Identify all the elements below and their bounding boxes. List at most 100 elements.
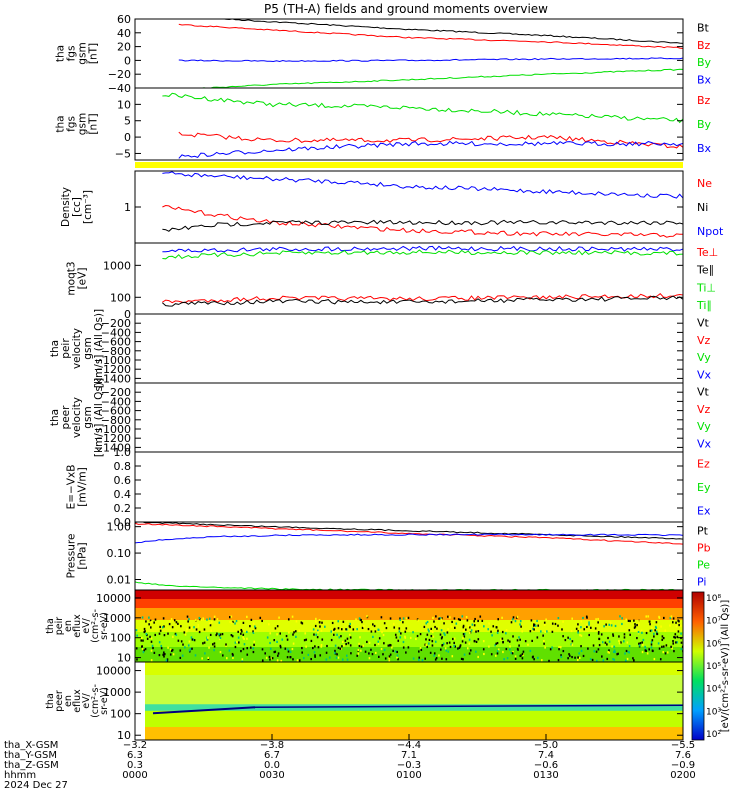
spectrogram-speck <box>466 647 469 650</box>
y-tick-label: 100 <box>110 632 131 645</box>
spectrogram-speck <box>160 647 163 650</box>
series-line-Ne <box>162 204 683 238</box>
spectrogram-speck <box>315 617 317 621</box>
spectrogram-speck <box>438 617 440 620</box>
spectrogram-speck <box>225 644 227 647</box>
spectrogram-speck <box>590 626 592 629</box>
series-line-Bz <box>178 23 683 49</box>
spectrogram-speck <box>541 659 543 662</box>
spectrogram-speck <box>186 628 188 631</box>
spectrogram-speck <box>597 648 600 651</box>
y-tick-label: −1200 <box>94 363 131 376</box>
spectrogram-speck <box>396 654 399 657</box>
spectrogram-speck <box>434 658 437 661</box>
spectrogram-speck <box>469 649 472 652</box>
x-axis-row-name: tha_X-GSM <box>4 740 58 751</box>
spectrogram-band <box>135 614 683 618</box>
spectrogram-speck <box>459 644 462 647</box>
spectrogram-speck <box>659 658 662 661</box>
spectrogram-speck <box>416 634 419 638</box>
spectrogram-speck <box>382 653 384 656</box>
spectrogram-speck <box>517 648 519 651</box>
spectrogram-speck <box>242 621 245 624</box>
spectrogram-speck <box>162 617 165 620</box>
y-axis-label-line: fgs <box>66 116 78 132</box>
legend-entry: Bt <box>697 22 710 35</box>
spectrogram-speck <box>494 644 496 647</box>
spectrogram-speck <box>496 652 499 655</box>
spectrogram-speck <box>142 651 145 654</box>
spectrogram-speck <box>318 619 321 622</box>
spectrogram-speck <box>655 630 658 633</box>
spectrogram-speck <box>608 649 610 652</box>
spectrogram-band <box>135 635 683 639</box>
spectrogram-speck <box>521 657 524 660</box>
spectrogram-speck <box>392 622 395 626</box>
spectrogram-speck <box>405 627 408 630</box>
spectrogram-speck <box>649 623 651 626</box>
series-line-Ti∥ <box>162 249 683 260</box>
spectrogram-speck <box>449 645 452 649</box>
spectrogram-speck <box>454 645 457 648</box>
y-tick-label: 0.6 <box>114 474 132 487</box>
x-axis: tha_X-GSM −3.2 −3.8 −4.4 −5.0 −5.5 tha_Y-GSM 6.… <box>4 734 696 791</box>
spectrogram-speck <box>169 619 171 623</box>
spectrogram-speck <box>468 642 471 645</box>
spectrogram-speck <box>310 639 313 643</box>
spectrogram-band <box>135 727 683 731</box>
spectrogram-speck <box>607 651 610 654</box>
spectrogram-speck <box>231 652 234 656</box>
spectrogram-speck <box>445 658 448 661</box>
spectrogram-speck <box>270 657 273 660</box>
spectrogram-speck <box>172 620 175 623</box>
spectrogram-speck <box>447 628 449 631</box>
spectrogram-band <box>135 694 683 699</box>
spectrogram-speck <box>477 638 480 641</box>
spectrogram-speck <box>433 654 436 657</box>
spectrogram-speck <box>191 638 194 641</box>
spectrogram-speck <box>483 625 485 628</box>
spectrogram-speck <box>269 632 272 635</box>
spectrogram-speck <box>252 650 255 654</box>
legend-entry: Ni <box>697 201 708 214</box>
y-tick-label: 10000 <box>96 665 131 678</box>
spectrogram-speck <box>301 622 304 625</box>
spectrogram-speck <box>603 625 605 628</box>
spectrogram-speck <box>237 636 240 639</box>
spectrogram-speck <box>326 644 328 648</box>
y-axis-label-line: [nT] <box>88 43 100 64</box>
spectrogram-speck <box>246 630 248 633</box>
spectrogram-speck <box>579 629 581 632</box>
spectrogram-speck <box>366 615 368 618</box>
spectrogram-speck <box>407 646 410 649</box>
spectrogram-speck <box>461 615 464 618</box>
spectrogram-speck <box>567 657 569 660</box>
y-axis-label-line: [km/s] (All Qs)] <box>93 378 105 457</box>
y-tick-label: 0.0 <box>114 516 132 529</box>
spectrogram-speck <box>356 628 359 631</box>
spectrogram-speck <box>580 626 582 629</box>
spectrogram-speck <box>602 659 605 662</box>
spectrogram-speck <box>246 637 248 640</box>
series-line-Te∥ <box>162 295 683 307</box>
y-tick-label: 1000 <box>103 612 131 625</box>
spectrogram-speck <box>378 637 381 640</box>
spectrogram-speck <box>394 633 397 636</box>
spectrogram-speck <box>150 626 152 629</box>
spectrogram-speck <box>135 629 138 632</box>
x-axis-value: 0130 <box>533 770 558 781</box>
spectrogram-speck <box>567 636 569 639</box>
spectrogram-speck <box>626 657 629 661</box>
spectrogram-speck <box>641 650 644 654</box>
spectrogram-speck <box>320 629 323 632</box>
panel-frame <box>134 451 684 523</box>
spectrogram-speck <box>462 626 465 629</box>
spectrogram-speck <box>440 629 443 632</box>
spectrogram-speck <box>231 635 234 638</box>
spectrogram-speck <box>521 630 524 633</box>
spectrogram-speck <box>518 644 520 647</box>
spectrogram-speck <box>577 656 579 659</box>
spectrogram-speck <box>477 655 479 659</box>
legend-entry: Bz <box>697 39 711 52</box>
spectrogram-speck <box>641 641 644 644</box>
